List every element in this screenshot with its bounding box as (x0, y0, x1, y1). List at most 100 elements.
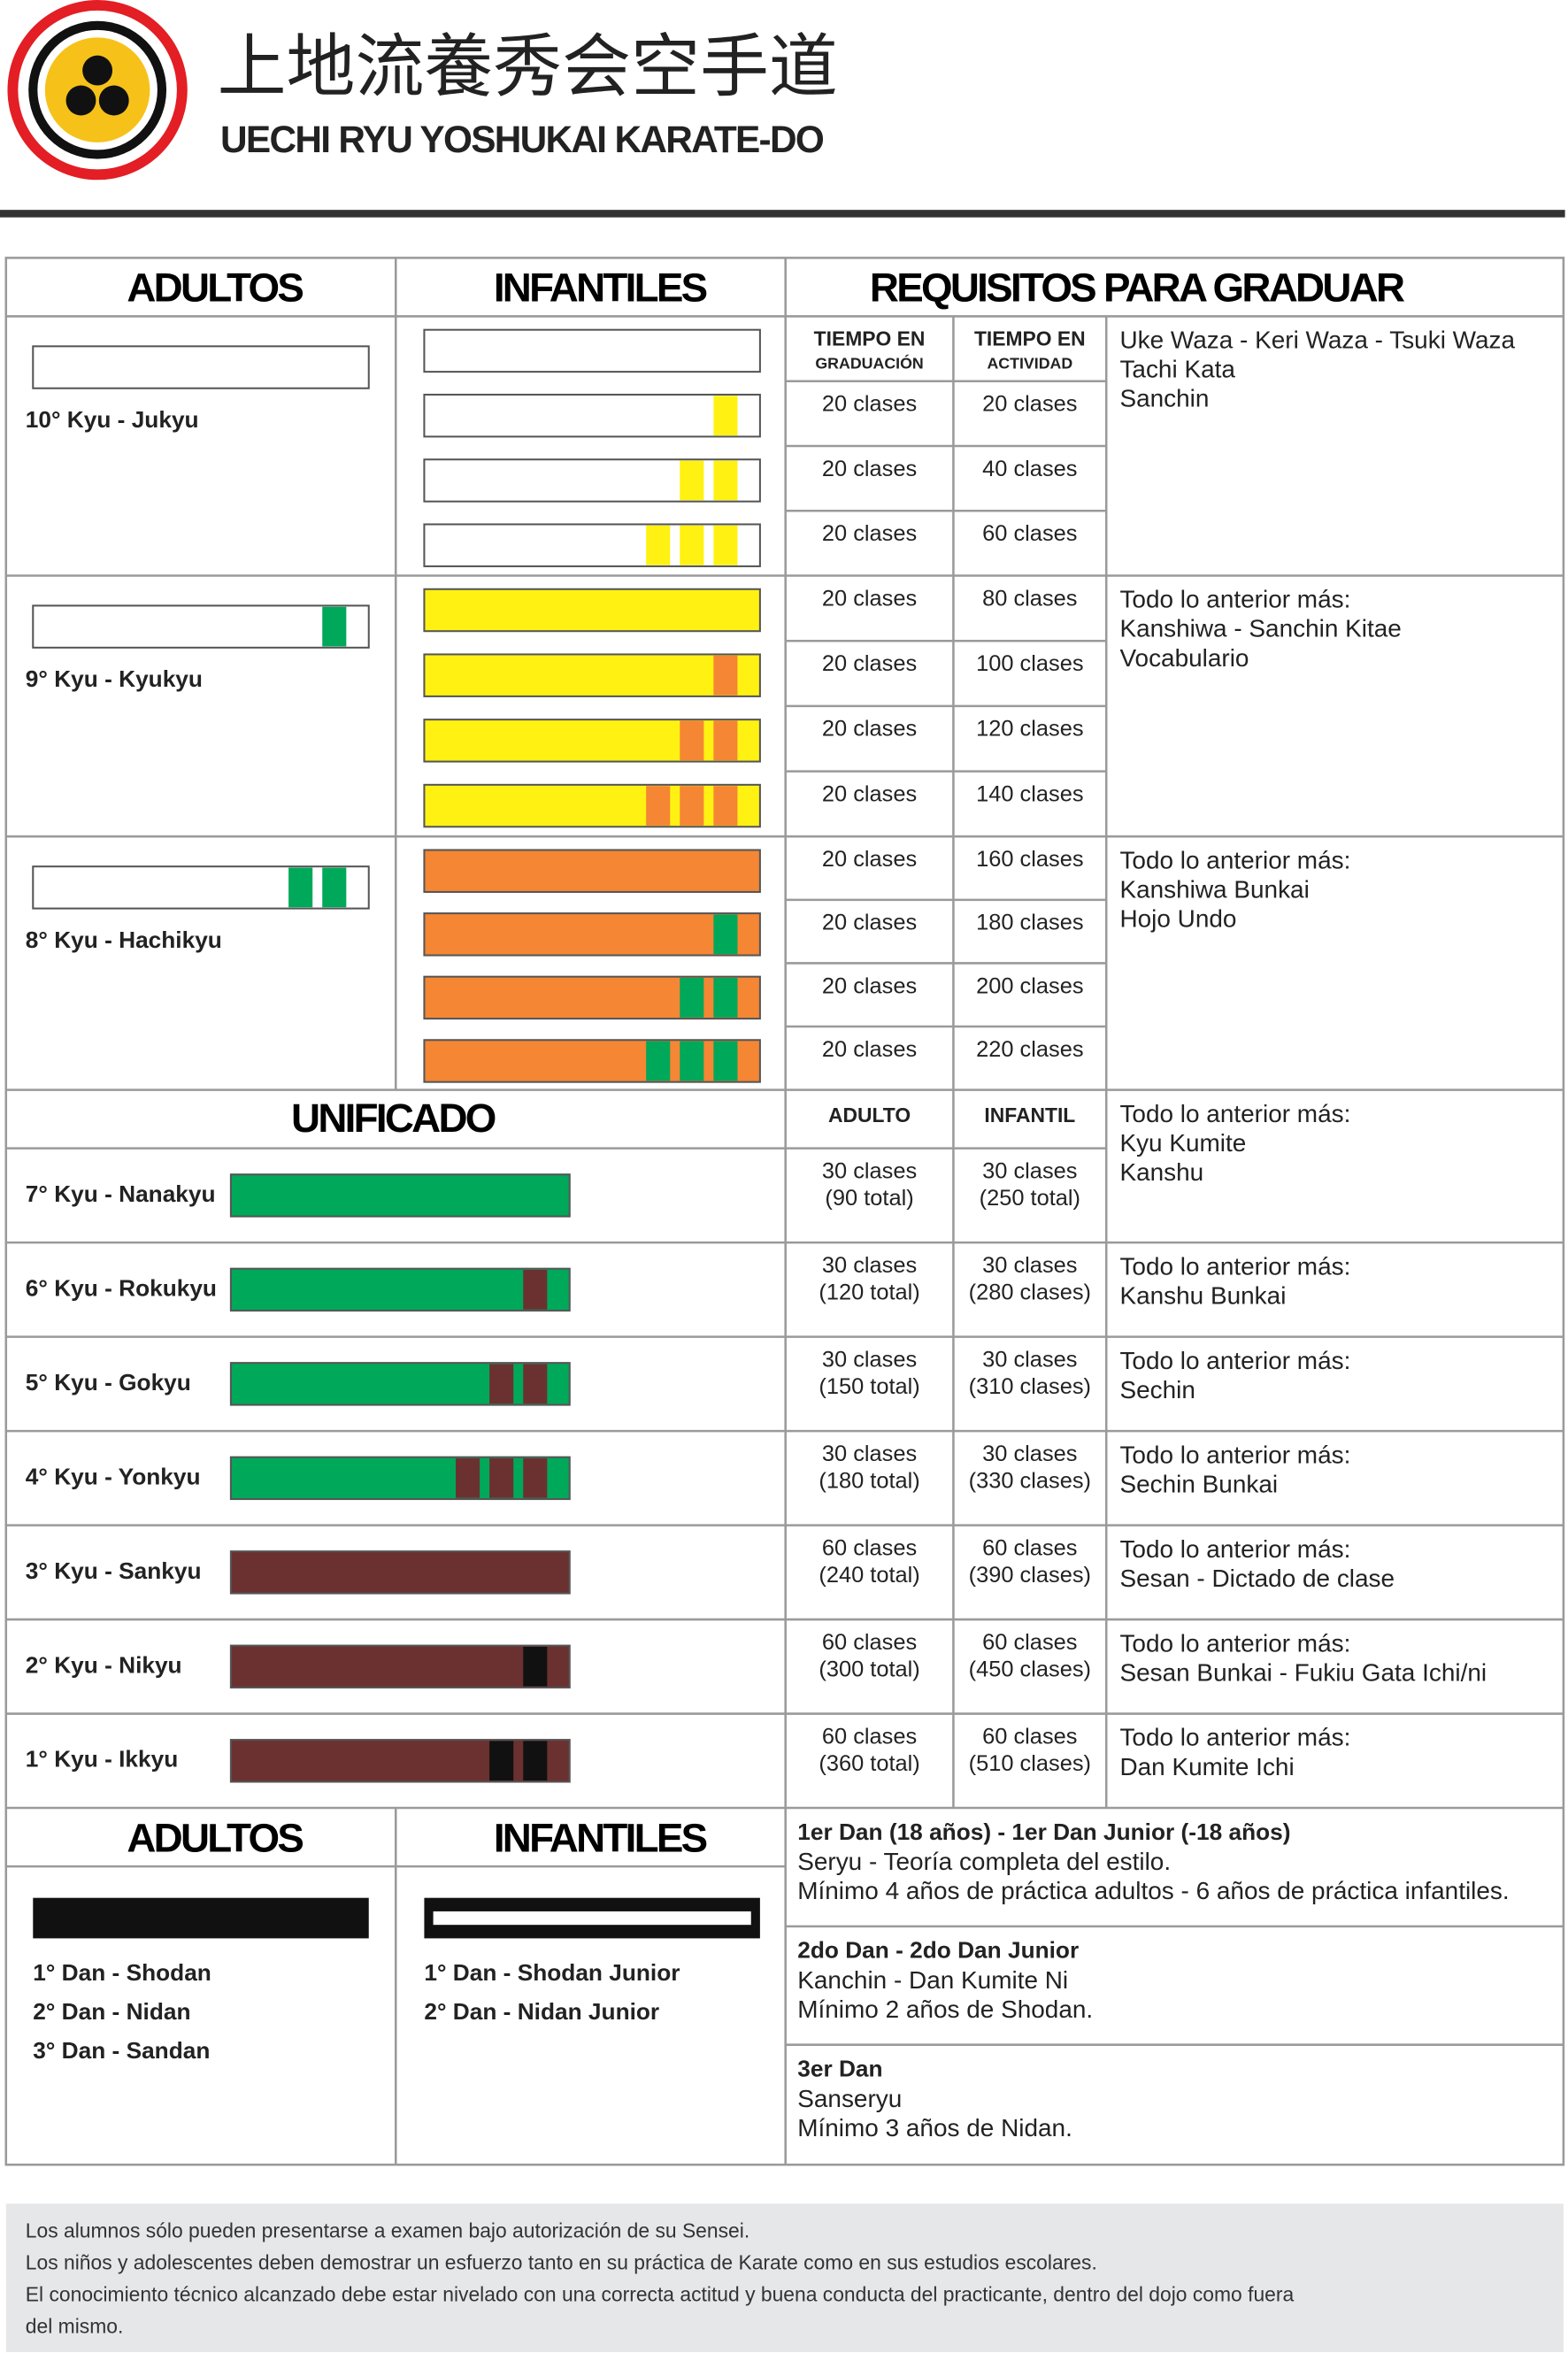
belt (423, 458, 761, 503)
time-value: 20 clases (822, 781, 917, 806)
time-value: 30 clases (822, 1158, 917, 1183)
kyu-label: 2° Kyu - Nikyu (26, 1651, 182, 1678)
kyu-label: 1° Kyu - Ikkyu (26, 1746, 178, 1772)
belt (229, 1267, 571, 1312)
belt-stripe (523, 1457, 548, 1498)
belt (423, 719, 761, 763)
time-value: 20 clases (822, 1037, 917, 1062)
belt (32, 865, 370, 910)
belt (423, 849, 761, 893)
time-value: (360 total) (819, 1751, 919, 1776)
requirement: Todo lo anterior más: (1119, 1347, 1350, 1374)
requirement: Seryu - Teoría completa del estilo. (797, 1848, 1171, 1875)
time-value: (280 clases) (969, 1280, 1091, 1304)
belt-stripe (288, 867, 313, 908)
logo (7, 0, 188, 181)
time-value: 30 clases (982, 1158, 1077, 1183)
belt-stripe (713, 525, 738, 565)
requirement: Tachi Kata (1119, 356, 1235, 383)
belt (32, 604, 370, 649)
time-value: 20 clases (822, 911, 917, 935)
time-value: 30 clases (822, 1347, 917, 1372)
belt-stripe (713, 786, 738, 826)
belt-stripe (680, 460, 704, 501)
requirement: Mínimo 3 años de Nidan. (797, 2114, 1072, 2142)
time-value: 30 clases (822, 1442, 917, 1466)
time-value: 20 clases (822, 392, 917, 417)
requirement: Todo lo anterior más: (1119, 1724, 1350, 1751)
requirement: Sechin Bunkai (1119, 1470, 1278, 1497)
time-value: (390 clases) (969, 1563, 1091, 1588)
section-header: UNIFICADO (291, 1096, 496, 1141)
requirement: Kanshiwa - Sanchin Kitae (1119, 615, 1401, 642)
kyu-label: 8° Kyu - Hachikyu (26, 927, 222, 953)
kanji-title: 上地流養秀会空手道 (218, 27, 838, 105)
kyu-label: 7° Kyu - Nanakyu (26, 1180, 216, 1207)
time-header: TIEMPO EN (814, 327, 926, 350)
belt-stripe (713, 720, 738, 761)
time-value: 200 clases (976, 973, 1083, 998)
belt-stripe (713, 914, 738, 955)
footer: Los alumnos sólo pueden presentarse a ex… (26, 2218, 1295, 2337)
time-value: 60 clases (822, 1724, 917, 1749)
time-value: (330 clases) (969, 1468, 1091, 1493)
time-header: ADULTO (828, 1103, 911, 1127)
belt (229, 1739, 571, 1783)
belt-stripe (713, 1041, 738, 1081)
requirement: Todo lo anterior más: (1119, 1629, 1350, 1657)
belt (423, 975, 761, 1020)
time-value: 30 clases (822, 1253, 917, 1278)
header-rule (0, 210, 1565, 218)
requirement: Sanseryu (797, 2085, 902, 2112)
belt-stripe (680, 786, 704, 826)
time-value: (90 total) (825, 1186, 913, 1211)
time-value: 20 clases (822, 847, 917, 872)
belt (423, 653, 761, 697)
belt-stripe (523, 1741, 548, 1781)
title: UECHI RYU YOSHUKAI KARATE-DO (220, 119, 824, 160)
column-header: INFANTILES (494, 1815, 707, 1860)
requirement: Uke Waza - Keri Waza - Tsuki Waza (1119, 327, 1515, 354)
table: ADULTOS INFANTILES REQUISITOS PARA GRADUAR… (4, 257, 1565, 2166)
time-value: 20 clases (822, 651, 917, 676)
time-value: 60 clases (982, 1724, 1077, 1749)
belt-stripe (680, 978, 704, 1018)
requirement: Todo lo anterior más: (1119, 586, 1350, 613)
belt-stripe (713, 978, 738, 1018)
belt-stripe (523, 1270, 548, 1310)
belt (423, 1039, 761, 1083)
column-header: ADULTOS (127, 265, 303, 311)
requirement: Kanchin - Dan Kumite Ni (797, 1966, 1068, 1994)
dan-label: 1° Dan - Shodan Junior (424, 1959, 680, 1986)
column-header: INFANTILES (494, 265, 707, 311)
requirement: Todo lo anterior más: (1119, 846, 1350, 873)
kyu-label: 6° Kyu - Rokukyu (26, 1274, 217, 1301)
time-value: 20 clases (822, 973, 917, 998)
belt-stripe (713, 460, 738, 501)
requirement: Kanshiwa Bunkai (1119, 876, 1309, 904)
footer-line: El conocimiento técnico alcanzado debe e… (26, 2283, 1295, 2306)
time-value: 30 clases (982, 1442, 1077, 1466)
dan-title: 2do Dan - 2do Dan Junior (797, 1937, 1079, 1964)
belt (32, 345, 370, 389)
time-header-sub: GRADUACIÓN (815, 353, 923, 372)
belt-stripe (713, 655, 738, 696)
time-value: 160 clases (976, 847, 1083, 872)
belt (423, 588, 761, 633)
time-header: TIEMPO EN (974, 327, 1086, 350)
belt (229, 1644, 571, 1689)
time-value: 100 clases (976, 651, 1083, 676)
requirement: Sanchin (1119, 385, 1209, 412)
time-value: 140 clases (976, 781, 1083, 806)
belt-stripe (523, 1646, 548, 1687)
belt-stripe (433, 1911, 751, 1926)
dan-title: 3er Dan (797, 2055, 882, 2081)
requirement: Kyu Kumite (1119, 1129, 1246, 1157)
requirement: Sesan Bunkai - Fukiu Gata Ichi/ni (1119, 1658, 1487, 1686)
belt-stripe (646, 786, 671, 826)
belt (229, 1550, 571, 1595)
time-value: 20 clases (822, 586, 917, 611)
column-header: ADULTOS (127, 1815, 303, 1860)
